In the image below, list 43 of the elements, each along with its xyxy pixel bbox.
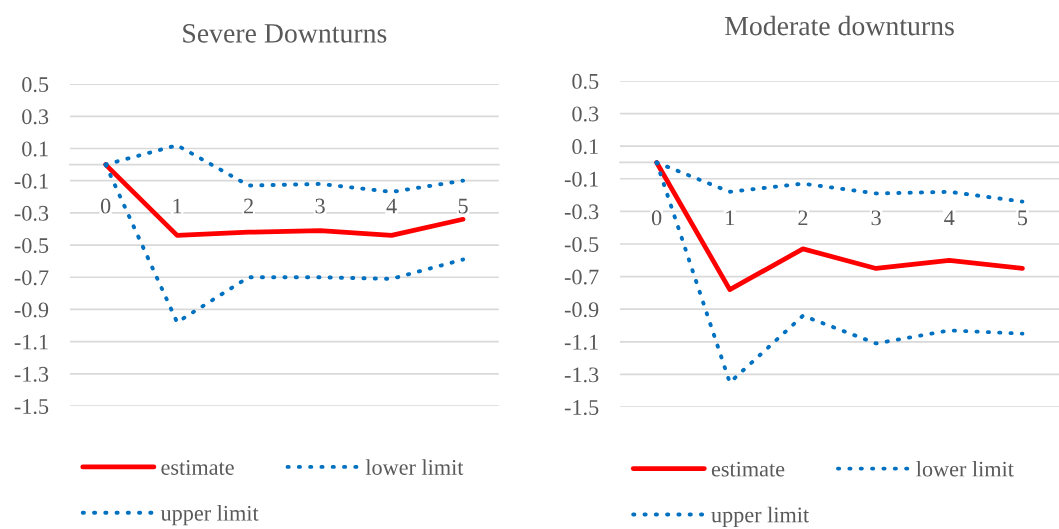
y-tick-label: 0.3 xyxy=(572,106,599,122)
y-tick-label: -0.9 xyxy=(14,302,49,318)
y-tick-label: 0.3 xyxy=(22,109,49,125)
y-tick-label: -0.5 xyxy=(564,236,599,252)
x-tick-label: 0 xyxy=(100,198,111,214)
x-tick-label: 4 xyxy=(944,210,955,226)
line-series xyxy=(103,162,466,238)
x-tick-label: 3 xyxy=(315,198,325,214)
chart-title: Severe Downturns xyxy=(183,24,387,43)
y-tick-label: -1.5 xyxy=(14,399,49,415)
y-tick-label: 0.5 xyxy=(572,73,599,89)
legend-label: lower limit xyxy=(365,459,464,475)
x-tick-label: 4 xyxy=(386,198,397,214)
x-tick-label: 2 xyxy=(244,198,253,214)
y-tick-label: -1.3 xyxy=(14,366,49,382)
y-tick-label: -0.1 xyxy=(14,173,48,189)
y-tick-label: -0.5 xyxy=(14,237,49,254)
y-tick-label: -0.3 xyxy=(564,204,599,220)
x-tick-label: 1 xyxy=(726,210,735,226)
legend-label: estimate xyxy=(161,459,234,475)
legend-label: lower limit xyxy=(916,460,1014,477)
y-tick-label: -0.3 xyxy=(14,205,49,221)
chart-title: Moderate downturns xyxy=(724,15,954,36)
y-tick-label: -1.1 xyxy=(564,334,598,350)
x-tick-label: 1 xyxy=(173,198,182,214)
y-tick-label: -0.9 xyxy=(564,302,599,318)
y-tick-label: -1.3 xyxy=(564,367,599,383)
y-tick-label: -0.7 xyxy=(564,269,599,285)
y-tick-label: -1.5 xyxy=(564,400,599,416)
y-tick-label: 0.5 xyxy=(22,77,49,93)
x-tick-label: 2 xyxy=(798,210,808,226)
x-tick-label: 3 xyxy=(871,210,881,226)
legend-label: upper limit xyxy=(711,506,809,527)
x-tick-label: 0 xyxy=(651,210,662,226)
y-tick-label: 0.1 xyxy=(22,141,48,157)
x-tick-label: 5 xyxy=(1018,210,1028,226)
legend-label: upper limit xyxy=(160,505,259,526)
legend-label: estimate xyxy=(711,461,785,477)
x-tick-label: 5 xyxy=(458,198,468,214)
y-tick-label: 0.1 xyxy=(572,139,598,155)
y-tick-label: -1.1 xyxy=(14,334,48,350)
y-tick-label: -0.1 xyxy=(564,171,598,187)
y-tick-label: -0.7 xyxy=(14,270,49,286)
